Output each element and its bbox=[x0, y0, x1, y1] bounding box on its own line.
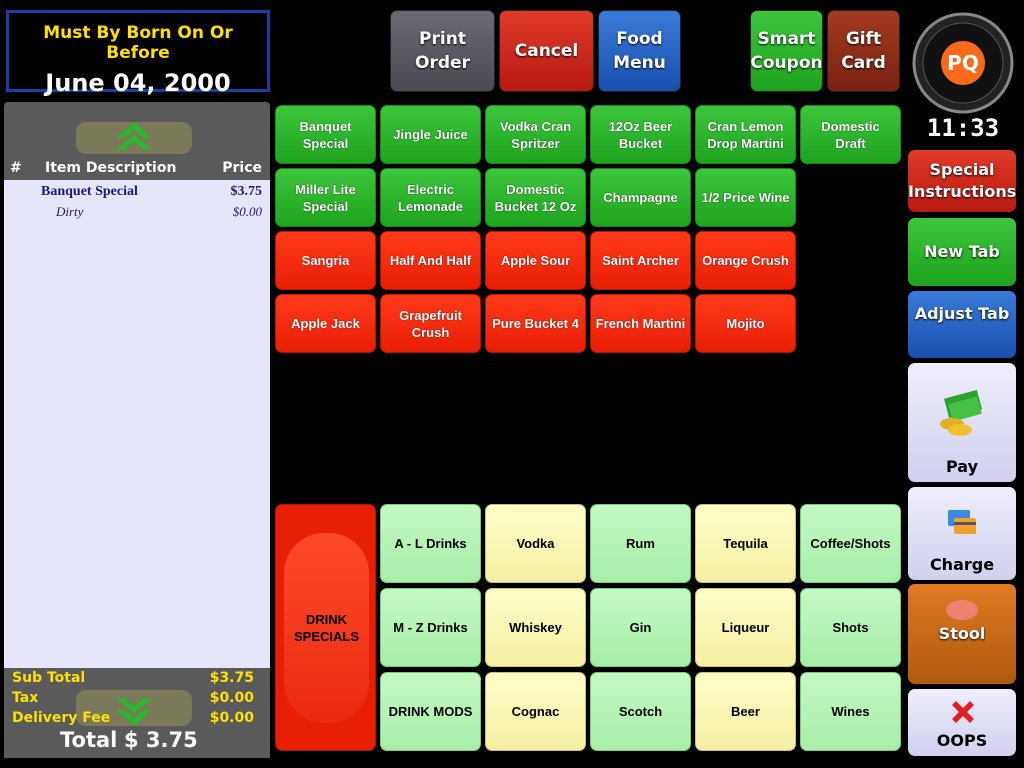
side-button[interactable]: OOPS bbox=[908, 689, 1016, 756]
menu-item-button[interactable]: Vodka Cran Spritzer bbox=[485, 105, 586, 164]
subtotal-value: $3.75 bbox=[209, 670, 254, 686]
oops-icon bbox=[952, 701, 974, 723]
order-totals: Sub Total $3.75 Tax $0.00 Delivery Fee $0.00 T… bbox=[4, 668, 270, 758]
category-button[interactable]: Vodka bbox=[485, 504, 586, 583]
menu-item-button[interactable]: Saint Archer bbox=[590, 231, 691, 290]
age-date: June 04, 2000 bbox=[45, 69, 231, 97]
card-icon bbox=[948, 510, 976, 534]
menu-item-button[interactable]: Domestic Bucket 12 Oz bbox=[485, 168, 586, 227]
col-price: Price bbox=[222, 160, 262, 176]
category-button[interactable]: DRINK MODS bbox=[380, 672, 481, 751]
subtotal-label: Delivery Fee bbox=[12, 710, 111, 726]
age-label: Must By Born On Or Before bbox=[43, 23, 233, 63]
category-button[interactable]: Cognac bbox=[485, 672, 586, 751]
top-button[interactable]: Smart Coupon bbox=[750, 10, 823, 92]
modifier-price: $0.00 bbox=[232, 204, 262, 219]
menu-item-button[interactable]: Mojito bbox=[695, 294, 796, 353]
menu-item-button[interactable]: Jingle Juice bbox=[380, 105, 481, 164]
side-button[interactable]: Adjust Tab bbox=[908, 291, 1016, 358]
category-button[interactable]: Shots bbox=[800, 588, 901, 667]
category-button[interactable]: Whiskey bbox=[485, 588, 586, 667]
side-button[interactable]: New Tab bbox=[908, 218, 1016, 286]
subtotal-value: $0.00 bbox=[209, 710, 254, 726]
item-price: $3.75 bbox=[230, 184, 263, 199]
money-icon bbox=[940, 390, 983, 436]
menu-item-button[interactable]: French Martini bbox=[590, 294, 691, 353]
side-button-label: Adjust Tab bbox=[914, 303, 1010, 323]
item-name: Banquet Special bbox=[41, 184, 138, 199]
category-button[interactable]: Tequila bbox=[695, 504, 796, 583]
menu-item-button[interactable]: Pure Bucket 4 bbox=[485, 294, 586, 353]
menu-item-button[interactable]: Apple Sour bbox=[485, 231, 586, 290]
top-button[interactable]: Gift Card bbox=[827, 10, 900, 92]
menu-item-button[interactable]: Cran Lemon Drop Martini bbox=[695, 105, 796, 164]
category-button[interactable]: Wines bbox=[800, 672, 901, 751]
menu-item-button[interactable]: 12Oz Beer Bucket bbox=[590, 105, 691, 164]
top-button[interactable]: Food Menu bbox=[598, 10, 681, 92]
total-value: $ 3.75 bbox=[124, 728, 198, 752]
category-button[interactable]: Gin bbox=[590, 588, 691, 667]
side-button-label: New Tab bbox=[924, 242, 1000, 261]
menu-item-button[interactable]: Half And Half bbox=[380, 231, 481, 290]
clock: 11:33 bbox=[926, 114, 1000, 142]
subtotal-value: $0.00 bbox=[209, 690, 254, 706]
category-button[interactable]: A - L Drinks bbox=[380, 504, 481, 583]
side-button-label: Special Instructions bbox=[908, 160, 1017, 201]
side-button[interactable]: Special Instructions bbox=[908, 150, 1016, 212]
subtotal-label: Tax bbox=[12, 690, 39, 706]
category-button[interactable]: Rum bbox=[590, 504, 691, 583]
stool-icon bbox=[946, 600, 978, 620]
col-description: Item Description bbox=[45, 160, 177, 176]
category-button[interactable]: Coffee/Shots bbox=[800, 504, 901, 583]
order-list: Banquet Special $3.75 Dirty $0.00 bbox=[4, 180, 270, 668]
logo: PQ bbox=[912, 12, 1014, 114]
drink-specials-label: DRINK SPECIALS bbox=[284, 533, 369, 723]
menu-item-button[interactable]: Banquet Special bbox=[275, 105, 376, 164]
scroll-down[interactable] bbox=[76, 690, 192, 732]
drink-specials-button[interactable]: DRINK SPECIALS bbox=[275, 504, 376, 751]
category-button[interactable]: Beer bbox=[695, 672, 796, 751]
menu-item-button[interactable]: Miller Lite Special bbox=[275, 168, 376, 227]
menu-item-button[interactable]: Domestic Draft bbox=[800, 105, 901, 164]
age-notice: Must By Born On Or Before June 04, 2000 bbox=[6, 10, 270, 97]
menu-item-button[interactable]: Sangria bbox=[275, 231, 376, 290]
top-button[interactable]: Cancel bbox=[499, 10, 594, 92]
menu-item-button[interactable]: Grapefruit Crush bbox=[380, 294, 481, 353]
side-button-label: OOPS bbox=[936, 731, 988, 750]
category-button[interactable]: Scotch bbox=[590, 672, 691, 751]
modifier-name: Dirty bbox=[56, 204, 84, 219]
menu-item-button[interactable]: Electric Lemonade bbox=[380, 168, 481, 227]
logo-text: PQ bbox=[947, 51, 979, 75]
order-header: # Item Description Price bbox=[4, 158, 270, 180]
menu-item-button[interactable]: 1/2 Price Wine bbox=[695, 168, 796, 227]
side-button-label: Stool bbox=[938, 624, 986, 643]
top-button[interactable]: Print Order bbox=[390, 10, 495, 92]
scroll-up[interactable] bbox=[76, 116, 192, 156]
menu-item-button[interactable]: Apple Jack bbox=[275, 294, 376, 353]
col-number: # bbox=[10, 160, 22, 176]
total-label: Total bbox=[60, 728, 118, 752]
menu-item-button[interactable]: Orange Crush bbox=[695, 231, 796, 290]
menu-item-button[interactable]: Champagne bbox=[590, 168, 691, 227]
subtotal-label: Sub Total bbox=[12, 670, 86, 686]
category-button[interactable]: M - Z Drinks bbox=[380, 588, 481, 667]
side-button[interactable]: Charge Card bbox=[908, 487, 1016, 596]
category-button[interactable]: Liqueur bbox=[695, 588, 796, 667]
side-button-label: Pay bbox=[945, 457, 979, 476]
